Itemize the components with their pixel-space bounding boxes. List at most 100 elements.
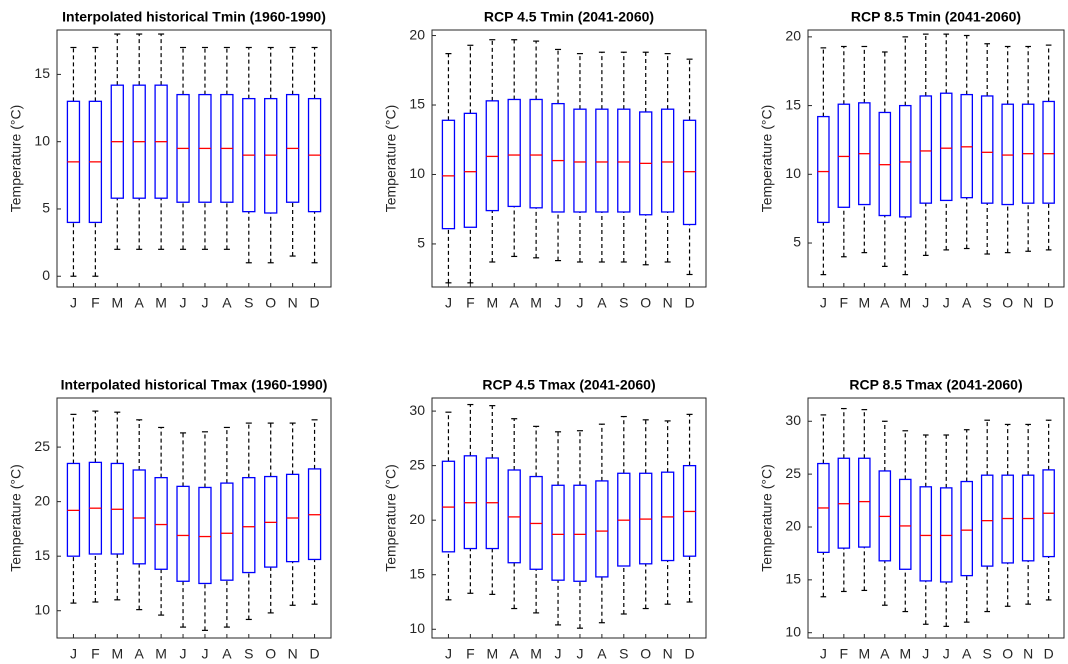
box [960,93,974,199]
x-tick-label: D [1044,295,1054,311]
x-tick-label: J [943,646,950,662]
y-tick-label: 15 [409,565,425,581]
panel-title: Interpolated historical Tmax (1960-1990) [61,377,328,393]
x-tick-label: D [309,646,319,662]
box [242,476,256,574]
x-tick-label: J [445,646,452,662]
y-tick-label: 10 [409,165,425,181]
x-tick-label: F [91,295,100,311]
box [898,104,912,218]
x-tick-label: N [1023,646,1033,662]
x-tick-label: M [486,295,498,311]
x-tick-label: M [899,295,911,311]
y-tick-label: 20 [785,28,801,44]
box [939,92,953,202]
y-tick-label: 15 [785,96,801,112]
y-tick-label: 30 [409,402,425,418]
y-tick-label: 15 [34,65,50,81]
x-tick-label: M [486,646,498,662]
x-tick-label: J [922,295,929,311]
x-tick-label: J [820,646,827,662]
box [573,108,587,213]
box [858,457,871,548]
box [485,100,499,212]
x-tick-label: N [288,646,298,662]
x-tick-label: O [265,646,276,662]
box [551,102,565,213]
x-tick-label: M [155,295,167,311]
box [198,486,212,585]
x-tick-label: S [619,295,628,311]
x-tick-label: N [1023,295,1033,311]
box [220,482,234,581]
box [1001,103,1014,206]
axes-box [807,397,1065,639]
x-tick-label: A [880,646,890,662]
x-tick-label: J [445,295,452,311]
axes-box [807,29,1065,288]
x-tick-label: S [983,295,992,311]
x-tick-label: D [1044,646,1054,662]
y-axis-label: Temperature (°C) [8,105,24,213]
x-tick-label: J [576,646,583,662]
x-tick-label: A [962,646,972,662]
x-tick-label: J [820,295,827,311]
y-axis-label: Temperature (°C) [383,105,399,213]
x-tick-label: S [619,646,628,662]
x-tick-label: A [510,646,520,662]
box [1042,100,1055,204]
y-tick-label: 10 [34,132,50,148]
y-tick-label: 25 [34,438,50,454]
x-tick-label: D [684,295,694,311]
x-tick-label: M [111,646,123,662]
axes-box [431,397,707,639]
box [919,95,933,204]
x-tick-label: O [640,295,651,311]
box [682,119,697,226]
x-tick-label: J [201,646,208,662]
y-tick-label: 0 [42,267,50,283]
y-tick-label: 5 [417,235,425,251]
x-tick-label: N [288,295,298,311]
x-tick-label: J [555,646,562,662]
y-tick-label: 10 [785,623,801,639]
y-tick-label: 25 [409,456,425,472]
box [463,112,478,228]
y-axis-label: Temperature (°C) [759,105,775,213]
x-tick-label: M [530,646,542,662]
y-tick-label: 30 [785,412,801,428]
x-tick-label: J [943,295,950,311]
y-tick-label: 5 [793,234,801,250]
x-tick-label: M [155,646,167,662]
x-tick-label: A [135,295,145,311]
x-tick-label: S [983,646,992,662]
x-tick-label: O [1002,295,1013,311]
box [898,478,912,570]
x-tick-label: J [201,295,208,311]
box [132,469,146,565]
y-tick-label: 15 [409,96,425,112]
box [878,111,892,217]
y-tick-label: 15 [34,547,50,563]
x-tick-label: N [663,295,673,311]
y-tick-label: 10 [409,620,425,636]
box [264,97,278,214]
panel-title: RCP 4.5 Tmin (2041-2060) [484,9,654,25]
x-tick-label: J [70,646,77,662]
box [980,95,994,204]
y-tick-label: 20 [34,492,50,508]
x-tick-label: J [922,646,929,662]
box [660,108,675,213]
y-axis-label: Temperature (°C) [383,464,399,572]
box [837,103,851,208]
x-tick-label: A [222,646,232,662]
panel-title: RCP 8.5 Tmax (2041-2060) [849,377,1022,393]
box [817,115,830,224]
x-tick-label: A [222,295,232,311]
axes-box [56,29,332,288]
x-tick-label: M [858,295,870,311]
x-tick-label: F [466,295,475,311]
x-tick-label: O [1002,646,1013,662]
x-tick-label: J [576,295,583,311]
x-tick-label: F [91,646,100,662]
